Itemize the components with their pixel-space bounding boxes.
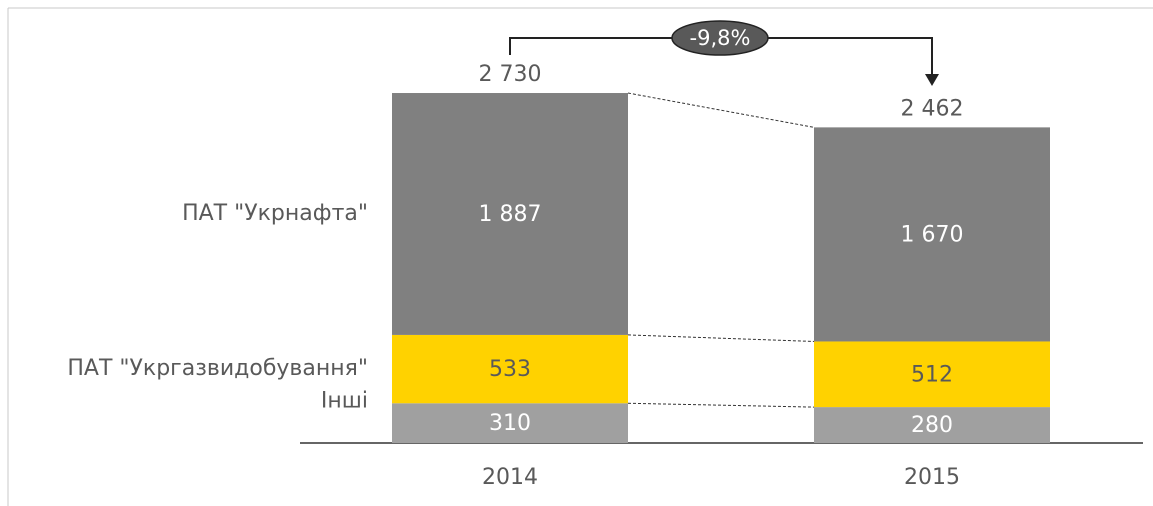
bar-segment bbox=[814, 127, 1050, 342]
value-label: 280 bbox=[911, 413, 953, 438]
value-label: 512 bbox=[911, 362, 953, 387]
connector bbox=[627, 92, 815, 128]
x-tick-label: 2015 bbox=[904, 465, 960, 490]
bar-segment bbox=[392, 403, 628, 443]
series-label: ПАТ "Укргазвидобування" bbox=[67, 356, 368, 381]
total-label: 2 730 bbox=[479, 62, 542, 87]
value-label: 1 887 bbox=[479, 202, 542, 227]
value-label: 310 bbox=[489, 411, 531, 436]
change-label: -9,8% bbox=[690, 26, 751, 50]
connector bbox=[627, 334, 815, 342]
value-label: 1 670 bbox=[901, 222, 964, 247]
arrow-head bbox=[925, 74, 939, 86]
bar-segment bbox=[814, 341, 1050, 408]
x-tick-label: 2014 bbox=[482, 465, 538, 490]
value-label: 533 bbox=[489, 357, 531, 382]
connector bbox=[627, 402, 815, 408]
series-label: ПАТ "Укрнафта" bbox=[182, 201, 368, 226]
bar-segment bbox=[392, 93, 628, 335]
change-badge bbox=[671, 20, 769, 56]
bar-segment bbox=[814, 407, 1050, 443]
series-label: Інші bbox=[321, 388, 368, 413]
total-label: 2 462 bbox=[901, 96, 964, 121]
bar-segment bbox=[392, 334, 628, 404]
